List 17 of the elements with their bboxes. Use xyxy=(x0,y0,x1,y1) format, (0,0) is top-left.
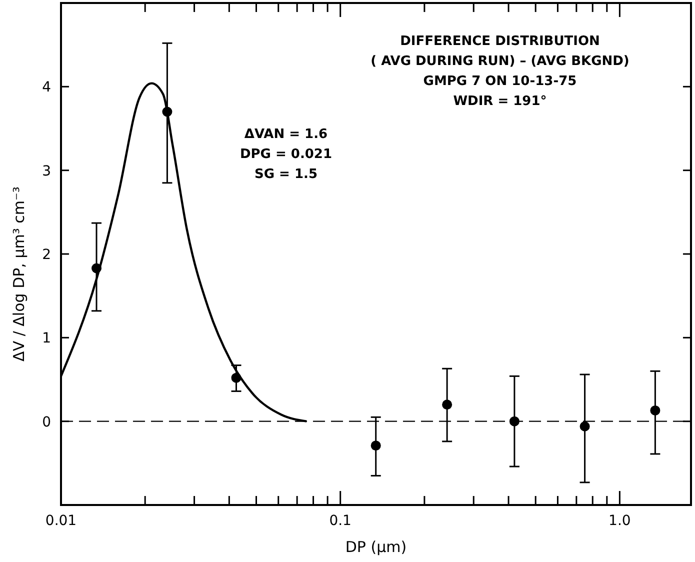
annotation: SG = 1.5 xyxy=(254,167,318,182)
x-tick-label: 1.0 xyxy=(608,513,631,529)
x-tick-label: 0.01 xyxy=(45,513,77,529)
x-axis-title: DP (μm) xyxy=(345,538,407,556)
y-tick-label: 2 xyxy=(42,247,51,263)
annotation: ( AVG DURING RUN) – (AVG BKGND) xyxy=(370,54,630,69)
annotation: ΔVAN = 1.6 xyxy=(244,127,328,142)
y-tick-label: 4 xyxy=(42,80,52,96)
y-tick-label: 1 xyxy=(42,330,51,347)
annotation: WDIR = 191° xyxy=(453,94,547,109)
y-axis-title: ΔV / Δlog DP, μm³ cm⁻³ xyxy=(10,186,28,362)
x-tick-label: 0.1 xyxy=(329,513,352,529)
annotation: GMPG 7 ON 10-13-75 xyxy=(423,74,577,89)
annotation: DPG = 0.021 xyxy=(240,147,332,162)
y-tick-label: 0 xyxy=(42,414,51,430)
annotation: DIFFERENCE DISTRIBUTION xyxy=(400,34,600,49)
y-tick-label: 3 xyxy=(42,163,51,180)
